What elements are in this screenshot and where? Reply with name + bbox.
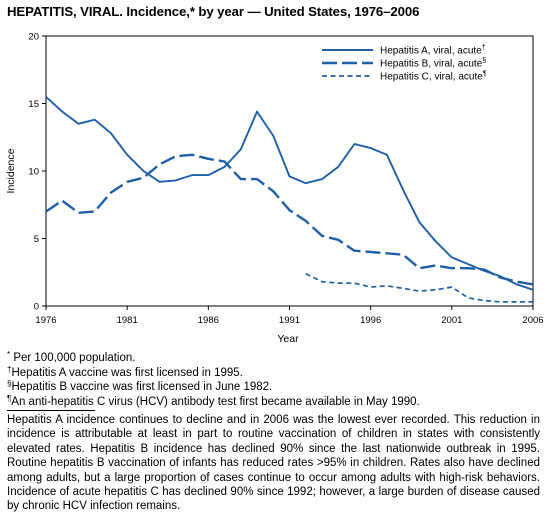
legend: Hepatitis A, viral, acute†Hepatitis B, v… [322,45,487,83]
footnote-hep-c: ¶An anti-hepatitis C virus (HCV) antibod… [7,393,420,408]
legend-label: Hepatitis C, viral, acute¶ [380,71,487,83]
series-line-1 [45,96,534,291]
x-axis-label: Year [277,333,299,345]
footnote-hep-b: §Hepatitis B vaccine was first licensed … [7,379,273,394]
y-tick-label: 0 [34,302,39,313]
x-tick-label: 2001 [441,315,462,326]
y-axis-ticks: 0 5 10 15 20 [28,32,46,313]
x-tick-label: 1996 [360,315,381,326]
legend-label: Hepatitis B, viral, acute§ [380,58,486,70]
narrative-text: Hepatitis A incidence continues to decli… [7,414,540,513]
x-tick-label: 1976 [35,315,56,326]
y-tick-label: 5 [34,234,39,245]
footnotes: * Per 100,000 population. †Hepatitis A v… [7,351,420,409]
series-line-3 [305,272,533,303]
x-tick-label: 1981 [117,315,138,326]
series-lines [45,96,534,303]
footnote-rate: * Per 100,000 population. [7,350,136,365]
line-chart: 0 5 10 15 20 1976 1981 1986 1991 1996 2001 2006 In… [5,32,544,346]
y-axis-label: Incidence [5,148,17,193]
x-tick-label: 1986 [198,315,219,326]
x-tick-label: 1991 [279,315,300,326]
series-line-2 [45,153,534,286]
y-tick-label: 10 [28,167,39,178]
legend-label: Hepatitis A, viral, acute† [380,45,486,57]
x-axis-ticks: 1976 1981 1986 1991 1996 2001 2006 [35,306,544,326]
separator-rule [7,410,95,411]
y-tick-label: 20 [28,32,39,43]
y-tick-label: 15 [28,99,39,110]
figure-title: HEPATITIS, VIRAL. Incidence,* by year — … [7,4,420,19]
x-tick-label: 2006 [522,315,543,326]
footnote-hep-a: †Hepatitis A vaccine was first licensed … [7,364,243,379]
